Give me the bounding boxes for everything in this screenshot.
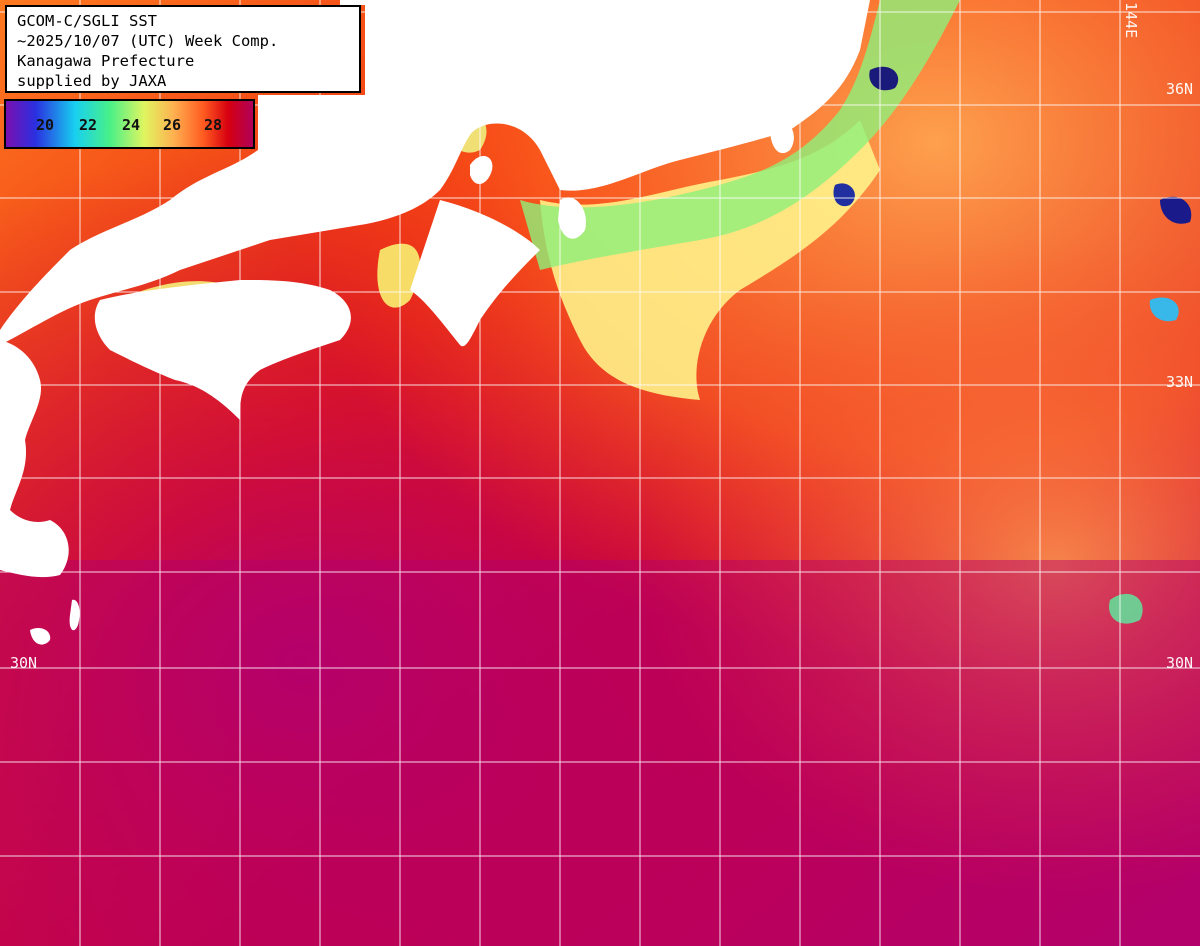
legend-label-24: 24 xyxy=(122,116,141,134)
shikoku xyxy=(94,280,351,420)
title-date: ~2025/10/07 (UTC) Week Comp. xyxy=(17,32,279,50)
cool-coastal xyxy=(520,0,960,270)
cool-patch xyxy=(1109,593,1143,624)
kyushu xyxy=(0,340,69,578)
title-product: GCOM-C/SGLI SST xyxy=(17,12,157,30)
kii-peninsula xyxy=(410,200,540,347)
noto xyxy=(470,155,493,185)
yakushima xyxy=(69,599,80,631)
color-legend: 20 22 24 26 28 xyxy=(4,99,255,149)
title-credit: supplied by JAXA xyxy=(17,72,167,90)
cold-patch xyxy=(833,183,855,207)
title-region: Kanagawa Prefecture xyxy=(17,52,195,70)
legend-colorbar xyxy=(6,101,253,147)
legend-label-22: 22 xyxy=(79,116,98,134)
lon-label-136e: 136E xyxy=(482,2,500,39)
warm-south xyxy=(0,560,1200,946)
boso xyxy=(769,119,794,154)
legend-label-28: 28 xyxy=(204,116,223,134)
title-box: GCOM-C/SGLI SST ~2025/10/07 (UTC) Week C… xyxy=(5,5,361,93)
lat-label-30n-right: 30N xyxy=(1166,654,1194,672)
cold-patch xyxy=(1149,297,1179,322)
tanegashima xyxy=(30,628,51,645)
lat-label-36n: 36N xyxy=(1166,80,1194,98)
honshu xyxy=(0,0,870,345)
legend-label-20: 20 xyxy=(36,116,55,134)
lat-label-30n-left: 30N xyxy=(10,654,38,672)
lat-label-33n-left: 33N xyxy=(10,373,38,391)
cold-patch xyxy=(869,66,899,91)
cold-patch xyxy=(1160,196,1192,224)
legend-label-26: 26 xyxy=(163,116,182,134)
izu-peninsula xyxy=(558,197,586,239)
lat-label-33n-right: 33N xyxy=(1166,373,1194,391)
lon-label-144e: 144E xyxy=(1122,2,1140,39)
